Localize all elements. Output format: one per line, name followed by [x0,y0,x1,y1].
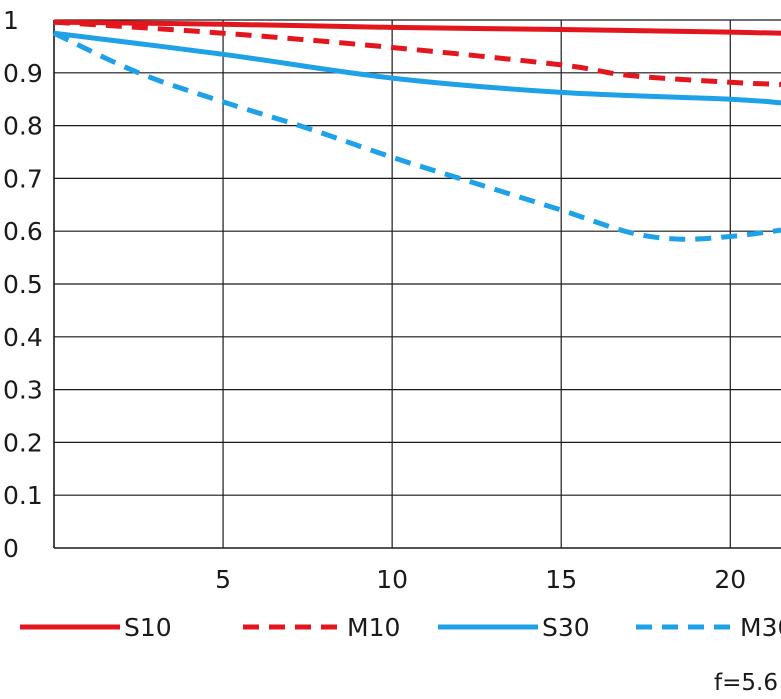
x-tick-labels: 5 10 15 20 [215,565,746,594]
series-line-m10 [53,19,781,87]
y-tick-label: 0.6 [3,217,43,246]
y-tick-label: 0.1 [3,481,43,510]
legend-label-m30: M30 [740,613,781,642]
legend-label-s30: S30 [542,613,590,642]
x-tick-label: 15 [545,565,577,594]
series-line-s30 [53,30,781,106]
y-tick-labels: 0 0.1 0.2 0.3 0.4 0.5 0.6 0.7 0.8 0.9 1 [3,6,43,563]
y-tick-label: 0.5 [3,270,43,299]
y-tick-label: 0.2 [3,428,43,457]
y-tick-label: 0.8 [3,112,43,141]
x-tick-label: 20 [714,565,746,594]
y-tick-label: 0.7 [3,164,43,193]
legend: S10 M10 S30 M30 [20,613,781,642]
axes [53,20,781,549]
y-tick-label: 0 [3,534,19,563]
y-tick-label: 0.3 [3,376,43,405]
y-tick-label: 0.4 [3,323,43,352]
series-line-m30 [52,30,781,242]
f-number-annotation: f=5.6 [714,670,778,696]
y-tick-label: 0.9 [3,59,43,88]
y-tick-label: 1 [3,6,19,35]
x-tick-label: 5 [215,565,231,594]
series-lines [52,19,781,242]
legend-label-s10: S10 [124,613,172,642]
grid-lines [54,19,781,548]
legend-label-m10: M10 [347,613,400,642]
series-line-s10 [53,19,781,36]
x-tick-label: 10 [376,565,408,594]
